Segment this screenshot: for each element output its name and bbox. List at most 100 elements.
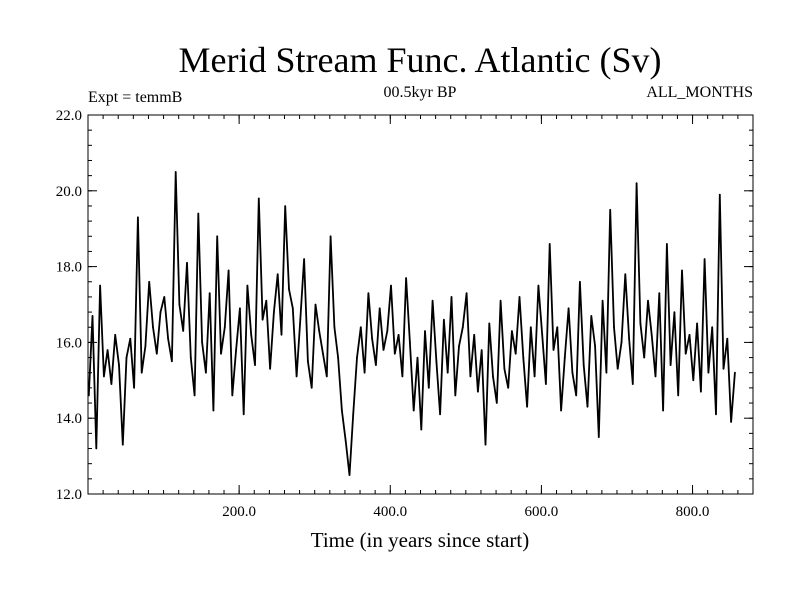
data-point (635, 182, 638, 185)
data-point (526, 405, 528, 408)
data-point (95, 447, 98, 450)
data-point (284, 205, 287, 207)
data-point (495, 402, 498, 404)
data-point (303, 258, 305, 260)
data-point (356, 356, 358, 359)
data-point (261, 318, 264, 321)
data-point (318, 330, 321, 332)
data-point (174, 171, 177, 173)
data-point (314, 303, 317, 306)
data-point (382, 349, 385, 351)
data-point (492, 375, 494, 378)
data-point (541, 333, 544, 336)
data-point (205, 371, 207, 374)
data-point (344, 440, 347, 442)
data-point (197, 212, 200, 215)
subtitle-left: Expt = temmB (88, 89, 182, 106)
data-point (359, 326, 362, 329)
data-point (329, 235, 332, 238)
data-point (650, 333, 653, 336)
data-point (182, 330, 185, 332)
data-point (401, 375, 404, 378)
data-point (424, 330, 426, 332)
data-point (700, 390, 702, 393)
data-point (628, 337, 630, 340)
data-point (416, 356, 419, 359)
data-point (586, 405, 589, 408)
data-point (435, 360, 438, 363)
data-point (469, 375, 472, 378)
data-point (189, 356, 192, 359)
y-tick-label: 14.0 (56, 411, 82, 427)
data-point (529, 326, 532, 329)
data-point (167, 337, 170, 340)
data-point (91, 315, 94, 317)
data-point (212, 409, 215, 412)
data-point (477, 390, 479, 393)
data-point (560, 409, 562, 412)
data-point (412, 409, 415, 412)
data-point (601, 299, 604, 302)
data-point (522, 356, 525, 359)
data-point (348, 474, 351, 476)
data-point (446, 371, 449, 374)
y-tick-label: 20.0 (56, 184, 82, 200)
data-point (371, 337, 373, 340)
data-point (201, 341, 204, 344)
data-point (711, 326, 714, 329)
data-point (409, 341, 411, 344)
data-point (148, 280, 151, 283)
data-point (703, 258, 706, 260)
data-point (129, 337, 132, 340)
data-point (609, 208, 612, 211)
data-point (378, 307, 381, 310)
data-point (454, 394, 457, 397)
data-point (458, 345, 460, 348)
y-tick-label: 12.0 (56, 487, 82, 503)
data-point (397, 333, 400, 336)
data-point (707, 371, 710, 374)
data-point (337, 356, 339, 359)
data-point (223, 326, 226, 329)
data-point (322, 352, 324, 355)
data-point (484, 443, 487, 446)
data-point (658, 292, 661, 294)
data-point (473, 333, 476, 336)
data-point (696, 322, 698, 325)
data-point (443, 318, 445, 321)
data-point (639, 322, 642, 325)
data-point (461, 326, 464, 329)
data-point (511, 330, 513, 332)
data-point (662, 409, 664, 412)
data-point (299, 318, 302, 321)
data-point (276, 273, 279, 276)
data-point (726, 337, 729, 340)
plot-frame (87, 114, 754, 495)
subtitle-center: 00.5kyr BP (384, 84, 457, 101)
x-tick-label: 600.0 (525, 504, 559, 520)
data-point (613, 326, 615, 329)
data-point (465, 292, 468, 294)
x-tick-label: 800.0 (676, 504, 710, 520)
data-point (537, 284, 540, 287)
data-point (688, 333, 691, 336)
data-point (110, 383, 113, 385)
data-point (250, 333, 253, 336)
data-point (288, 288, 290, 291)
data-point (450, 296, 453, 298)
data-point (571, 371, 574, 374)
data-point (673, 311, 676, 313)
data-point (718, 193, 721, 196)
data-point (227, 269, 230, 272)
data-point (579, 280, 581, 283)
data-point (439, 413, 441, 416)
data-point (631, 383, 634, 385)
data-point (692, 379, 695, 382)
x-axis-label: Time (in years since start) (311, 528, 530, 552)
data-point (125, 356, 128, 359)
data-point (684, 352, 687, 355)
data-point (556, 326, 559, 329)
data-point (518, 296, 521, 298)
data-point (563, 356, 566, 359)
data-point (133, 387, 136, 389)
